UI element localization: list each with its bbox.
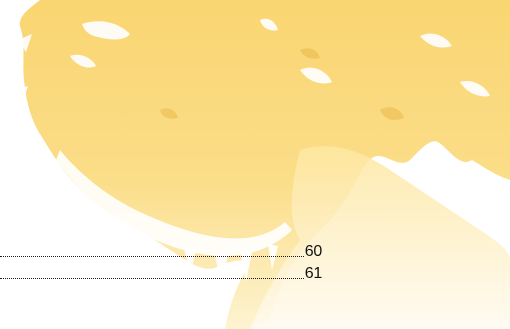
brush-streaks	[14, 18, 490, 104]
dot-leader	[0, 278, 304, 279]
dot-leader	[0, 256, 304, 257]
sun-fade-shape	[250, 146, 510, 329]
dark-brush-marks	[160, 48, 404, 120]
sun-disc-shape	[19, 0, 510, 329]
page-number: 60	[304, 243, 323, 260]
toc-entry-page-61[interactable]: 61	[0, 265, 322, 283]
brush-drips	[120, 232, 278, 288]
page-number: 61	[304, 265, 323, 282]
toc-entry-page-60[interactable]: 60	[0, 243, 322, 261]
